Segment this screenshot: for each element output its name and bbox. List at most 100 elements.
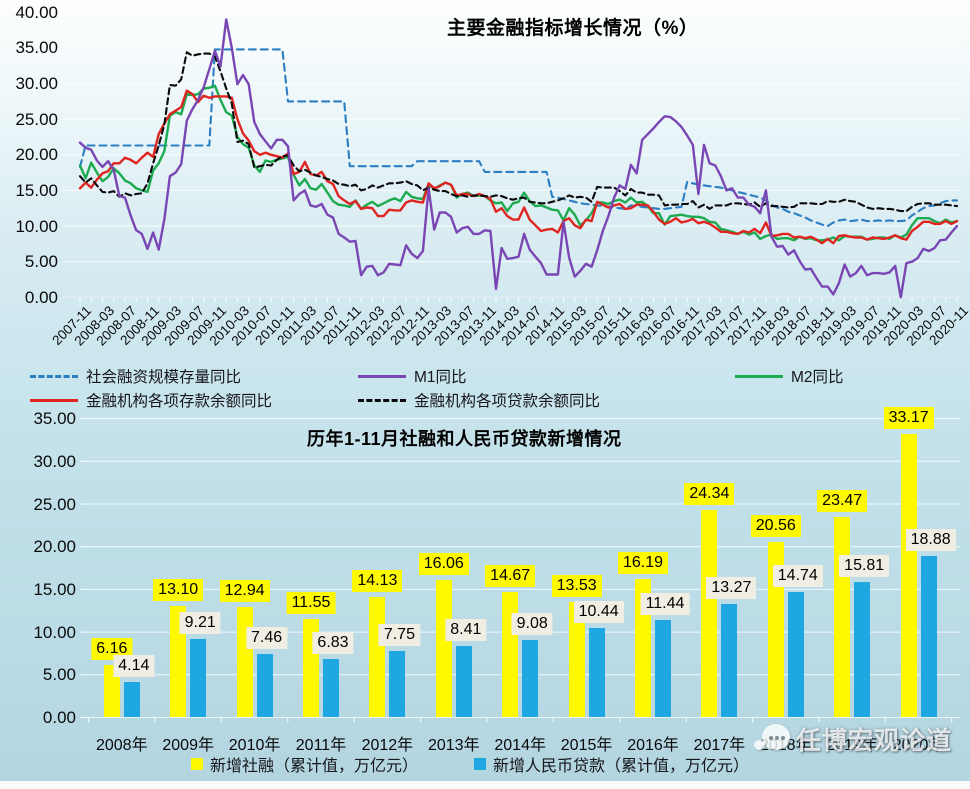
bar-value-rmbloan: 8.41 <box>445 618 487 641</box>
legend-swatch-loan <box>358 398 406 402</box>
bottom-chart-legend: 新增社融（累计值，万亿元） 新增人民币贷款（累计值，万亿元） <box>0 752 940 776</box>
legend-swatch-m2 <box>735 374 783 378</box>
bar-value-sofi: 20.56 <box>750 514 801 537</box>
category-label-2014年: 2014年 <box>494 736 546 754</box>
bar-value-sofi: 13.10 <box>153 578 204 601</box>
legend-label: M2同比 <box>791 369 844 386</box>
legend-swatch-m1 <box>358 374 406 378</box>
bar-value-rmbloan: 14.74 <box>772 564 823 587</box>
legend-swatch-deposit <box>30 398 78 402</box>
bar-rmbloan-2008年 <box>123 682 140 718</box>
bar-rmbloan-2016年 <box>655 619 671 718</box>
legend-label: 金融机构各项存款余额同比 <box>86 393 273 410</box>
y-axis-label: 15.00 <box>33 579 76 599</box>
bar-sofi-2008年 <box>103 664 120 718</box>
y-axis-label: 10.00 <box>33 622 76 642</box>
bar-rmbloan-2020年 <box>920 556 937 718</box>
y-axis-label: 25.00 <box>15 109 58 129</box>
series-line-shr <box>78 48 959 228</box>
top-chart-plot <box>62 11 960 303</box>
legend-item-loan: 金融机构各项贷款余额同比 <box>358 390 600 410</box>
y-axis-label: 40.00 <box>15 2 58 22</box>
category-label-2019年: 2019年 <box>826 736 878 754</box>
bar-value-sofi: 13.53 <box>551 574 602 597</box>
legend-item-m2: M2同比 <box>735 366 844 386</box>
bottom-bar-chart: 历年1-11月社融和人民币贷款新增情况 0.00 5.00 10.00 15.00 20… <box>0 407 970 754</box>
bar-rmbloan-2010年 <box>256 653 273 718</box>
legend-swatch-sofi <box>190 758 203 770</box>
bar-value-sofi: 6.16 <box>91 637 133 660</box>
bar-value-sofi: 16.19 <box>617 552 669 575</box>
bar-rmbloan-2012年 <box>389 651 406 718</box>
legend-item-rmbloan: 新增人民币贷款（累计值，万亿元） <box>474 752 749 776</box>
legend-item-m1: M1同比 <box>358 366 467 386</box>
legend-item-shr: 社会融资规模存量同比 <box>30 366 241 386</box>
legend-swatch-rmbloan <box>474 758 486 770</box>
category-label-2013年: 2013年 <box>427 736 480 754</box>
category-label-2011年: 2011年 <box>295 736 347 754</box>
category-label-2009年: 2009年 <box>162 736 214 754</box>
legend-item-deposit: 金融机构各项存款余额同比 <box>30 390 272 410</box>
category-label-2008年: 2008年 <box>95 736 148 754</box>
bar-rmbloan-2015年 <box>588 628 605 718</box>
bar-sofi-2012年 <box>369 596 386 718</box>
bar-value-rmbloan: 10.44 <box>573 601 624 624</box>
bar-rmbloan-2018年 <box>787 591 804 718</box>
y-axis-label: 0.00 <box>24 287 58 307</box>
legend-label: 社会融资规模存量同比 <box>86 369 242 386</box>
bar-rmbloan-2014年 <box>522 639 539 718</box>
y-axis-label: 30.00 <box>15 74 58 94</box>
y-axis-label: 0.00 <box>42 708 76 727</box>
bar-sofi-2010年 <box>236 606 253 718</box>
bar-sofi-2020年 <box>900 434 917 718</box>
y-axis-label: 20.00 <box>33 537 76 557</box>
bar-value-rmbloan: 11.44 <box>640 592 690 615</box>
chat-bubble-icon <box>750 720 792 758</box>
y-axis-label: 5.00 <box>42 665 76 685</box>
series-line-deposit <box>78 89 959 245</box>
bar-sofi-2019年 <box>834 517 851 718</box>
bar-value-sofi: 12.94 <box>219 579 270 602</box>
bar-value-rmbloan: 9.21 <box>179 611 221 634</box>
bar-sofi-2013年 <box>435 580 452 718</box>
bottom-chart-title: 历年1-11月社融和人民币贷款新增情况 <box>307 429 622 449</box>
bar-value-rmbloan: 6.83 <box>312 632 354 655</box>
y-axis-label: 20.00 <box>15 145 58 165</box>
category-label-2020年: 2020年 <box>892 736 945 754</box>
y-axis-label: 15.00 <box>15 180 58 200</box>
top-line-chart: 主要金融指标增长情况（%） 0.00 5.00 10.00 15.00 20.00 25.… <box>0 0 970 360</box>
category-label-2015年: 2015年 <box>560 736 613 754</box>
bar-value-sofi: 14.13 <box>352 569 403 592</box>
bar-value-rmbloan: 7.75 <box>378 624 420 647</box>
series-line-m1 <box>78 18 959 299</box>
y-axis-label: 35.00 <box>33 409 76 429</box>
bar-sofi-2014年 <box>502 592 519 718</box>
category-label-2010年: 2010年 <box>228 736 281 754</box>
y-axis-label: 30.00 <box>33 451 76 471</box>
bar-value-rmbloan: 13.27 <box>706 577 757 600</box>
watermark-text: 任博宏观论道 <box>796 727 953 755</box>
bar-value-sofi: 23.47 <box>817 490 868 513</box>
bar-value-rmbloan: 9.08 <box>511 612 553 635</box>
bar-rmbloan-2011年 <box>323 659 339 718</box>
y-axis-label: 35.00 <box>15 38 58 58</box>
category-label-2016年: 2016年 <box>627 736 679 754</box>
bar-value-sofi: 14.67 <box>485 565 536 588</box>
category-label-2017年: 2017年 <box>693 736 746 754</box>
bar-rmbloan-2009年 <box>190 638 207 718</box>
bottom-strip <box>0 781 970 789</box>
watermark: 任博宏观论道 <box>750 720 952 758</box>
bar-value-sofi: 33.17 <box>883 407 934 430</box>
legend-item-sofi: 新增社融（累计值，万亿元） <box>190 752 418 776</box>
bar-value-sofi: 24.34 <box>684 482 735 505</box>
y-axis-label: 10.00 <box>15 216 58 236</box>
bar-rmbloan-2013年 <box>455 645 472 718</box>
category-label-2012年: 2012年 <box>361 736 414 754</box>
legend-label: 金融机构各项贷款余额同比 <box>414 393 601 410</box>
top-chart-title: 主要金融指标增长情况（%） <box>447 18 699 39</box>
y-axis-label: 25.00 <box>33 494 76 514</box>
bar-value-rmbloan: 4.14 <box>113 655 155 678</box>
legend-label: 新增人民币贷款（累计值，万亿元） <box>493 758 750 775</box>
bar-sofi-2017年 <box>701 509 718 718</box>
